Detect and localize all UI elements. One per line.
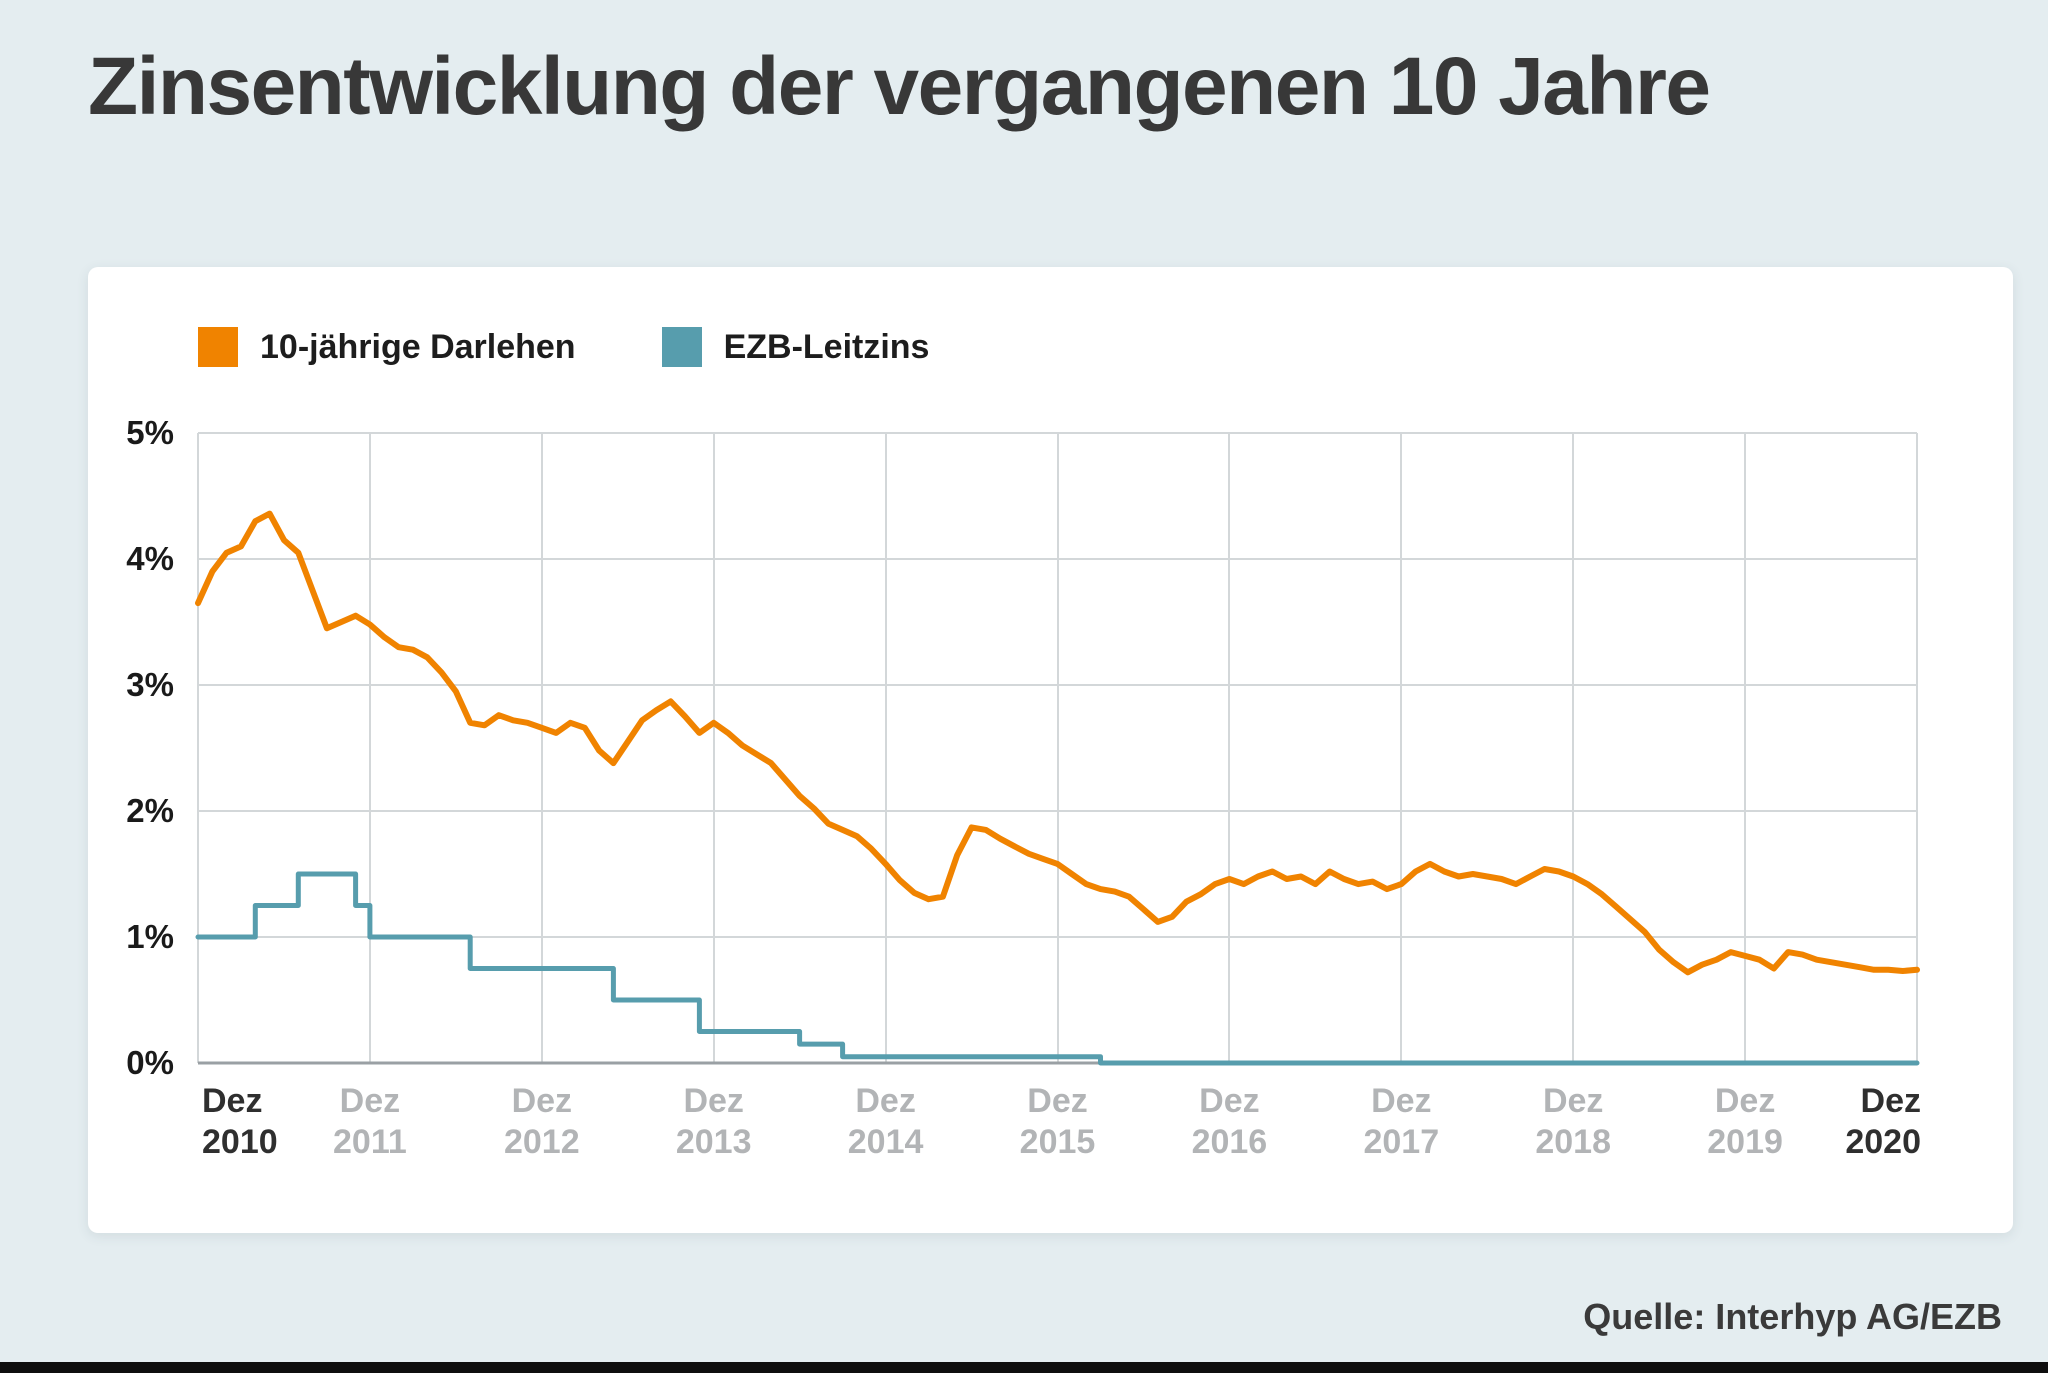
source-caption: Quelle: Interhyp AG/EZB: [1583, 1296, 2002, 1337]
darlehen-color-swatch-icon: [198, 327, 238, 367]
x-axis-label: Dez 2020: [1845, 1082, 1921, 1161]
darlehen-line: [195, 510, 1920, 976]
x-axis-label: Dez 2012: [503, 1082, 580, 1161]
x-axis-label: Dez 2011: [333, 1082, 407, 1161]
y-axis-label: 0%: [126, 1044, 174, 1081]
chart-legend: 10-jährige Darlehen EZB-Leitzins: [198, 327, 929, 367]
x-axis-label: Dez 2018: [1535, 1082, 1611, 1161]
chart-plot-area: 5% 4% 3% 2% 1% 0% Dez 2010 Dez 2011 Dez 2012 Dez 2013…: [126, 414, 1921, 1161]
chart-card: 10-jährige Darlehen EZB-Leitzins 5% 4% 3% 2…: [88, 267, 2013, 1233]
legend-item-ezb: EZB-Leitzins: [661, 327, 930, 367]
y-axis-label: 5%: [126, 414, 174, 451]
ezb-color-swatch-icon: [661, 327, 702, 367]
x-axis-label: Dez 2016: [1191, 1082, 1268, 1161]
y-axis-label: 4%: [126, 540, 174, 577]
x-axis-label: Dez 2017: [1363, 1082, 1440, 1161]
x-axis-label: Dez 2013: [675, 1082, 752, 1161]
bottom-bar: [0, 1362, 2048, 1373]
chart-canvas: [195, 432, 1920, 1066]
grid-lines: [197, 432, 1918, 1065]
x-axis-label: Dez 2019: [1707, 1082, 1783, 1161]
y-axis-label: 3%: [126, 666, 174, 703]
x-axis-label: Dez 2015: [1019, 1082, 1096, 1161]
page-title: Zinsentwicklung der vergangenen 10 Jahre: [88, 41, 1711, 132]
x-axis-label: Dez 2010: [202, 1082, 278, 1161]
legend-item-darlehen: 10-jährige Darlehen: [198, 327, 576, 367]
y-axis-label: 1%: [126, 918, 174, 955]
x-axis-label: Dez 2014: [847, 1082, 924, 1161]
legend-label-ezb: EZB-Leitzins: [723, 327, 930, 366]
legend-label-darlehen: 10-jährige Darlehen: [260, 327, 576, 366]
y-axis-label: 2%: [126, 792, 174, 829]
ezb-leitzins-line: [195, 871, 1920, 1066]
